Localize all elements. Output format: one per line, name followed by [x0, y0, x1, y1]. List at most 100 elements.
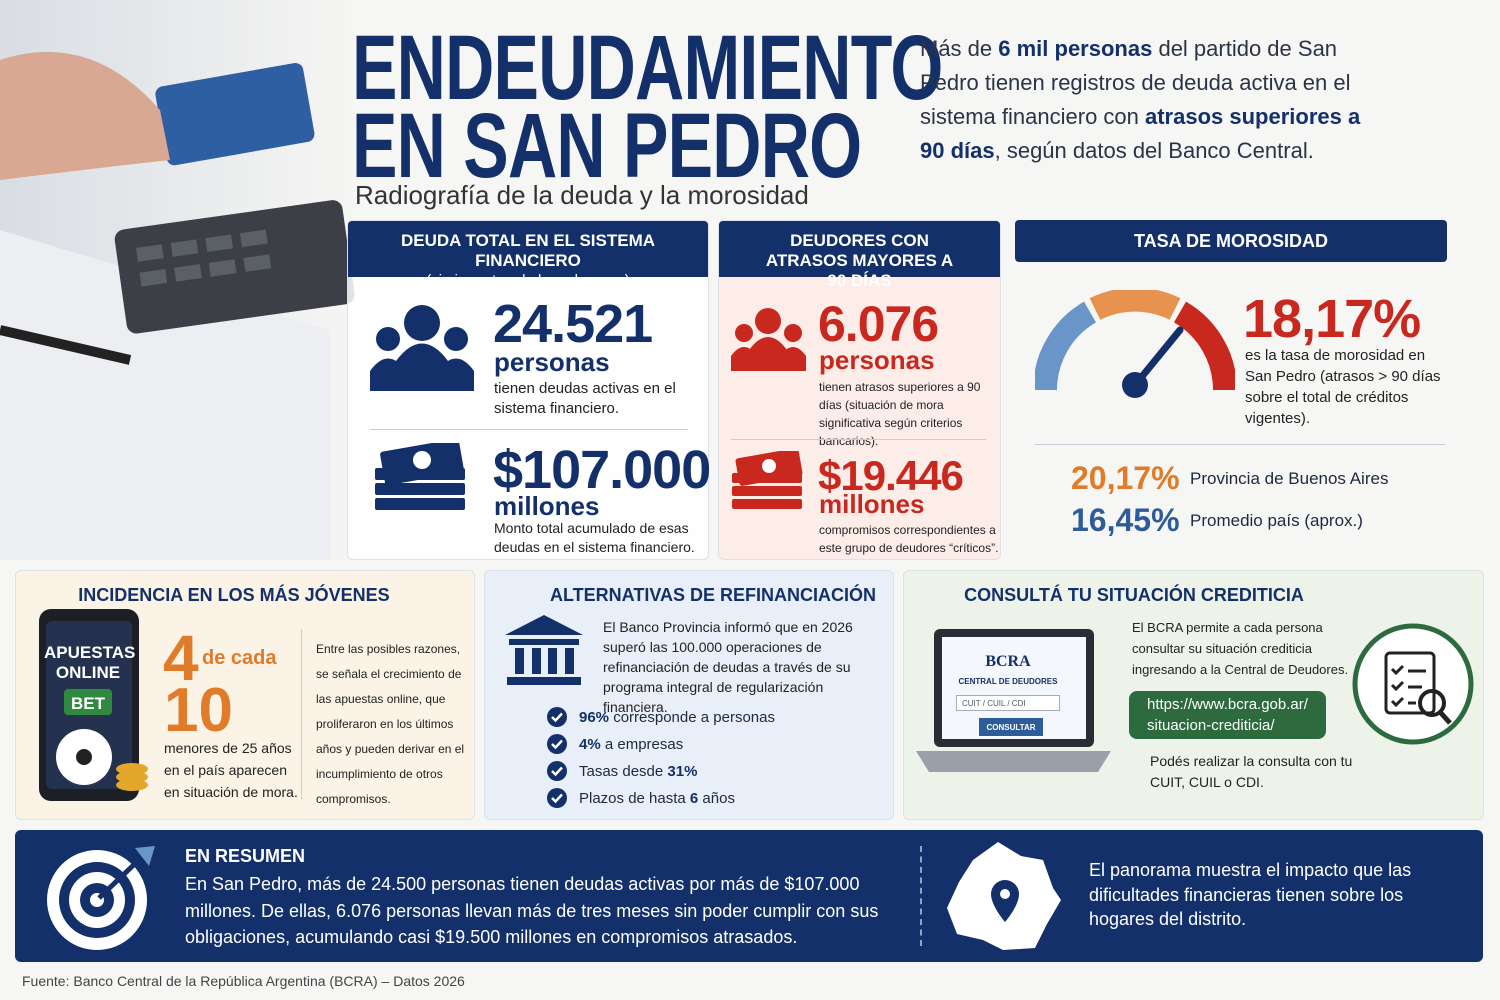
- reason-text: Entre las posibles razones, se señala el…: [316, 642, 465, 806]
- bank-icon: [505, 615, 583, 685]
- screen-logo: BCRA: [985, 653, 1031, 670]
- phone-badge: BET: [71, 694, 105, 713]
- text-part: años: [698, 790, 735, 807]
- text-part: 96%: [579, 709, 610, 726]
- rate-description: es la tasa de morosidad en San Pedro (at…: [1245, 347, 1441, 427]
- background-photo: [0, 0, 360, 560]
- ratio-description: menores de 25 años en el país aparecen e…: [164, 740, 298, 800]
- bullet-item: Plazos de hasta 6 años: [547, 788, 877, 817]
- screen-button: CONSULTAR: [979, 718, 1043, 736]
- comparison-value: 16,45%: [1071, 502, 1180, 538]
- header-text: DEUDORES CON ATRASOS MAYORES A 90 DÍAS: [765, 231, 954, 290]
- stat-value: 24.521: [493, 294, 653, 354]
- screen-field: CUIT / CUIL / CDI: [956, 695, 1060, 711]
- refinancing-text: El Banco Provincia informó que en 2026 s…: [603, 619, 853, 715]
- divider: [1035, 444, 1445, 445]
- panel-title: CONSULTÁ TU SITUACIÓN CREDITICIA: [964, 585, 1304, 605]
- bullet-item: 4% a empresas: [547, 734, 877, 763]
- people-icon: [370, 305, 474, 391]
- card-total-debt: DEUDA TOTAL EN EL SISTEMA FINANCIERO (sin…: [347, 220, 711, 560]
- comparison-label: Promedio país (aprox.): [1190, 511, 1363, 530]
- stat-description: tienen deudas activas en el sistema fina…: [494, 380, 676, 417]
- divider: [370, 429, 688, 430]
- ratio-text: de cada: [202, 647, 277, 669]
- title-line: EN SAN PEDRO: [352, 95, 862, 197]
- check-icon: [547, 761, 567, 781]
- stat-description: compromisos correspondientes a este grup…: [819, 523, 999, 555]
- url-link[interactable]: https://www.bcra.gob.ar/situacion-credit…: [1129, 691, 1326, 739]
- text-part: 6: [689, 790, 699, 807]
- screen-heading: CENTRAL DE DEUDORES: [958, 677, 1058, 686]
- card-header: DEUDORES CON ATRASOS MAYORES A 90 DÍAS: [719, 221, 1000, 290]
- phone-text: APUESTAS ONLINE: [44, 643, 136, 683]
- bullet-list: 96% corresponde a personas 4% a empresas T…: [547, 707, 877, 817]
- text-part: del partido de San Pedro tienen registro…: [920, 36, 1351, 129]
- stat-description: Monto total acumulado de esas deudas en …: [494, 520, 695, 555]
- text-part: Plazos de hasta: [579, 790, 690, 807]
- stat-value: 6.076: [818, 296, 939, 352]
- text-part: atrasos superiores a 90 días: [920, 104, 1361, 163]
- panel-refinancing: ALTERNATIVAS DE REFINANCIACIÓN El Banco …: [484, 570, 894, 820]
- bullet-item: 96% corresponde a personas: [547, 707, 877, 736]
- money-icon: [732, 451, 803, 509]
- summary-closing: El panorama muestra el impacto que las d…: [1089, 860, 1412, 929]
- summary-title: EN RESUMEN: [185, 846, 306, 866]
- phone-line: ONLINE: [55, 663, 121, 682]
- stat-unit: millones: [819, 489, 925, 519]
- consult-note: Podés realizar la consulta con tu CUIT, …: [1150, 753, 1353, 790]
- gauge: [1035, 290, 1235, 398]
- card-header: TASA DE MOROSIDAD: [1015, 220, 1447, 262]
- consult-text: El BCRA permite a cada persona consultar…: [1132, 620, 1349, 677]
- intro: Más de 6 mil personas del partido de San…: [920, 32, 1390, 168]
- panel-title: INCIDENCIA EN LOS MÁS JÓVENES: [78, 585, 390, 605]
- comparison-value: 20,17%: [1071, 460, 1180, 496]
- stat-description: tienen atrasos superiores a 90 días (sit…: [819, 380, 981, 448]
- divider: [301, 629, 302, 799]
- stat-unit: personas: [494, 347, 610, 377]
- panel-title: ALTERNATIVAS DE REFINANCIACIÓN: [550, 585, 876, 605]
- card-overdue: DEUDORES CON ATRASOS MAYORES A 90 DÍAS 6…: [718, 220, 1001, 560]
- text-part: corresponde a personas: [609, 709, 775, 726]
- text-part: 6 mil personas: [998, 36, 1153, 61]
- people-icon: [731, 308, 806, 371]
- stat-value: $107.000: [493, 440, 711, 500]
- text-part: , según datos del Banco Central.: [994, 138, 1314, 163]
- phone-icon: [39, 609, 148, 801]
- summary-text: En San Pedro, más de 24.500 personas tie…: [185, 874, 879, 947]
- footer-source: Fuente: Banco Central de la República Ar…: [22, 973, 465, 989]
- money-icon: [375, 443, 465, 510]
- stat-value: $19.446: [818, 452, 964, 499]
- panel-youth: INCIDENCIA EN LOS MÁS JÓVENES APUESTAS ON…: [15, 570, 475, 820]
- text-part: Tasas desde: [579, 763, 668, 780]
- stat-unit: millones: [494, 491, 600, 521]
- header-text: DEUDA TOTAL EN EL SISTEMA FINANCIERO: [400, 231, 656, 270]
- check-icon: [547, 734, 567, 754]
- ratio-number: 10: [164, 676, 233, 745]
- stat-unit: personas: [819, 345, 935, 375]
- district-map-icon: [947, 842, 1061, 950]
- rate-value: 18,17%: [1243, 289, 1421, 349]
- comparison-label: Provincia de Buenos Aires: [1190, 469, 1389, 488]
- card-delinquency: TASA DE MOROSIDAD 18,17% es la tasa de m…: [1015, 220, 1447, 560]
- title-line: ENDEUDAMIENTO: [352, 17, 943, 119]
- text-part: 31%: [667, 763, 698, 780]
- phone-line: APUESTAS: [44, 643, 136, 662]
- card-header: DEUDA TOTAL EN EL SISTEMA FINANCIERO (sin…: [348, 221, 708, 289]
- laptop-icon: [916, 629, 1111, 772]
- bullet-item: Tasas desde 31%: [547, 761, 877, 790]
- target-icon: [47, 846, 155, 950]
- subtitle: Radiografía de la deuda y la morosidad: [355, 180, 809, 210]
- panel-consult: CONSULTÁ TU SITUACIÓN CREDITICIA BCRA CE…: [903, 570, 1484, 820]
- check-icon: [547, 707, 567, 727]
- checklist-icon: [1352, 623, 1474, 745]
- text-part: 4%: [579, 736, 601, 753]
- text-part: a empresas: [600, 736, 684, 753]
- divider: [731, 439, 986, 440]
- divider: [920, 846, 922, 946]
- ratio-number: 4: [163, 622, 199, 694]
- summary-banner: EN RESUMEN En San Pedro, más de 24.500 p…: [15, 830, 1483, 962]
- text-part: Más de: [920, 36, 999, 61]
- check-icon: [547, 788, 567, 808]
